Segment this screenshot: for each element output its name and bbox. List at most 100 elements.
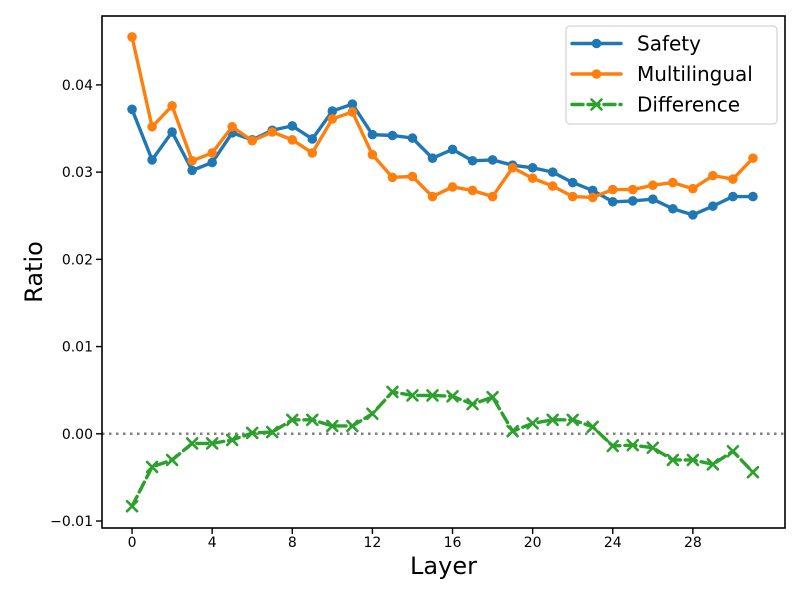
x-axis-label: Layer: [410, 552, 477, 580]
data-point-marker: [407, 171, 418, 182]
y-axis: −0.01 0.00 0.01 0.02 0.03 0.04: [50, 78, 102, 530]
x-tick-label: 24: [604, 535, 622, 551]
data-point-marker: [591, 69, 602, 79]
y-tick-label: 0.03: [62, 165, 93, 181]
series-multilingual: [127, 32, 758, 203]
data-point-marker: [567, 191, 578, 202]
data-point-marker: [526, 417, 539, 430]
data-point-marker: [347, 99, 358, 109]
data-point-marker: [486, 390, 499, 404]
y-tick-label: 0.00: [62, 427, 93, 443]
x-tick-label: 20: [524, 535, 542, 551]
data-point-marker: [227, 121, 237, 132]
data-point-marker: [247, 135, 258, 146]
data-point-marker: [668, 177, 678, 188]
x-tick-label: 8: [288, 535, 297, 551]
x-tick-label: 0: [128, 535, 137, 551]
legend-box: [565, 25, 778, 125]
data-point-marker: [127, 104, 137, 115]
data-point-marker: [407, 133, 418, 143]
data-point-marker: [506, 424, 519, 438]
data-point-marker: [487, 155, 498, 165]
data-point-marker: [167, 127, 177, 137]
legend-label: Safety: [637, 32, 701, 56]
data-point-marker: [225, 433, 239, 447]
data-point-marker: [648, 180, 658, 191]
data-point-marker: [728, 191, 738, 202]
data-point-marker: [366, 407, 379, 421]
data-point-marker: [547, 181, 558, 191]
data-point-marker: [607, 184, 618, 195]
legend-label: Multilingual: [637, 62, 753, 86]
data-point-marker: [426, 389, 439, 402]
data-point-marker: [167, 101, 177, 111]
data-point-marker: [746, 465, 760, 479]
data-point-marker: [207, 148, 217, 158]
data-point-marker: [185, 437, 199, 450]
data-point-marker: [627, 196, 638, 206]
data-point-marker: [686, 453, 700, 467]
data-point-marker: [590, 98, 603, 111]
data-point-marker: [165, 453, 179, 467]
x-axis: 0 4 8 12 16 20 24 28: [128, 528, 702, 551]
data-point-marker: [427, 153, 438, 163]
data-point-marker: [627, 184, 638, 195]
data-point-marker: [527, 162, 538, 173]
data-point-marker: [306, 413, 319, 427]
legend-item-multilingual: Multilingual: [570, 62, 753, 86]
data-point-marker: [706, 458, 720, 471]
data-point-marker: [145, 460, 159, 474]
data-point-marker: [307, 148, 318, 158]
data-point-marker: [728, 174, 738, 184]
y-tick-label: 0.04: [62, 78, 93, 94]
legend-label: Difference: [637, 93, 740, 117]
data-point-marker: [287, 121, 298, 131]
data-point-marker: [547, 167, 558, 177]
legend-item-safety: Safety: [570, 32, 701, 56]
data-point-marker: [648, 194, 658, 204]
x-tick-label: 4: [208, 535, 217, 551]
data-point-marker: [446, 389, 459, 403]
data-point-marker: [606, 439, 620, 453]
data-point-marker: [708, 201, 718, 211]
data-point-marker: [591, 38, 602, 49]
data-point-marker: [347, 107, 358, 117]
data-point-marker: [507, 162, 518, 173]
data-point-marker: [367, 149, 378, 160]
data-point-marker: [447, 144, 458, 155]
y-axis-label: Ratio: [20, 241, 48, 303]
y-tick-label: 0.01: [62, 340, 93, 356]
data-point-marker: [287, 135, 298, 145]
data-point-marker: [726, 444, 740, 458]
data-point-marker: [327, 114, 338, 124]
data-point-marker: [587, 192, 598, 203]
data-point-marker: [127, 32, 137, 42]
data-point-marker: [387, 130, 398, 141]
data-point-marker: [387, 172, 398, 183]
x-tick-label: 12: [363, 535, 381, 551]
data-point-marker: [688, 210, 698, 220]
series-difference: [125, 385, 760, 513]
data-point-marker: [125, 499, 139, 513]
series-line: [130, 390, 755, 508]
data-point-marker: [587, 185, 598, 196]
data-point-marker: [285, 413, 299, 427]
data-point-marker: [708, 170, 718, 181]
data-point-marker: [406, 389, 419, 402]
y-tick-label: −0.01: [50, 514, 93, 530]
data-point-marker: [427, 191, 438, 202]
data-point-marker: [467, 185, 478, 196]
data-point-marker: [265, 425, 279, 439]
data-point-marker: [487, 191, 498, 202]
data-point-marker: [147, 121, 157, 132]
data-point-marker: [187, 165, 197, 176]
data-point-marker: [205, 437, 219, 450]
plot-frame: [101, 15, 786, 529]
data-point-marker: [466, 397, 479, 411]
data-point-marker: [346, 419, 359, 433]
data-point-marker: [327, 106, 338, 116]
data-point-marker: [367, 129, 378, 140]
data-point-marker: [267, 127, 278, 137]
data-point-marker: [688, 183, 698, 194]
data-point-marker: [147, 155, 157, 165]
